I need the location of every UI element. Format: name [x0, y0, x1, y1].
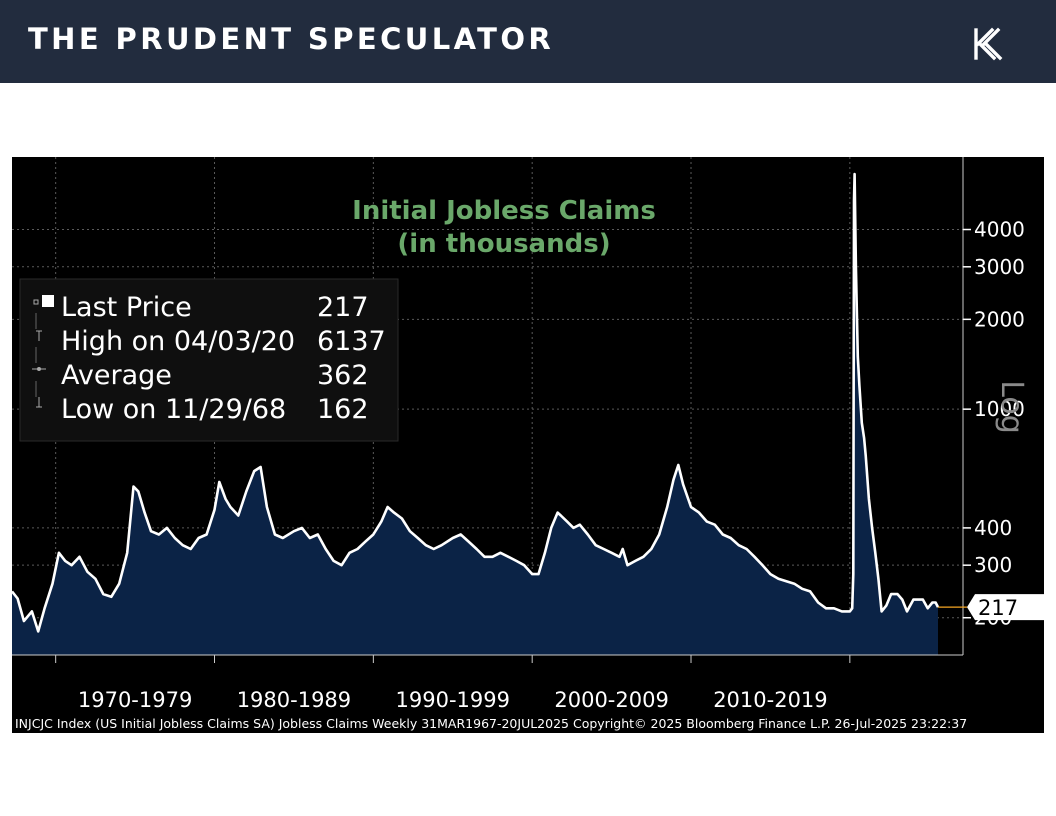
header-banner: THE PRUDENT SPECULATOR: [0, 0, 1056, 83]
legend-value-3: 162: [317, 394, 369, 425]
last-value-box: [967, 594, 1044, 621]
x-period-label-4: 2010-2019: [713, 688, 827, 712]
legend-value-2: 362: [317, 360, 369, 391]
brand-title: THE PRUDENT SPECULATOR: [28, 22, 555, 56]
chart-subtitle: (in thousands): [397, 229, 610, 259]
y-tick-label-1: 300: [974, 553, 1012, 577]
legend-label-1: High on 04/03/20: [61, 326, 295, 357]
x-period-label-3: 2000-2009: [554, 688, 668, 712]
claims-line: [12, 172, 940, 633]
y-tick-label-4: 2000: [974, 307, 1025, 331]
y-tick-label-5: 3000: [974, 255, 1025, 279]
prudent-speculator-logo-icon: [974, 27, 1003, 61]
source-footer: INJCJC Index (US Initial Jobless Claims …: [15, 716, 967, 731]
x-period-label-0: 1970-1979: [78, 688, 192, 712]
legend-row-1: High on 04/03/20 6137: [35, 326, 386, 363]
y-tick-label-2: 400: [974, 516, 1012, 540]
y-tick-label-6: 4000: [974, 218, 1025, 242]
last-value-marker: 217: [938, 594, 1044, 621]
high-marker-icon: [36, 330, 42, 341]
x-axis-periods: 1970-1979 1980-1989 1990-1999 2000-2009 2010…: [78, 688, 828, 712]
y-axis-ticks: 2003004001000200030004000: [963, 218, 1025, 630]
legend-label-2: Average: [61, 360, 172, 391]
legend-label-0: Last Price: [61, 292, 192, 323]
y-tick-label-3: 1000: [974, 397, 1025, 421]
log-scale-label: Log: [994, 380, 1029, 434]
jobless-claims-chart: 2003004001000200030004000 1970-19791980-…: [12, 157, 1044, 731]
average-marker-icon: [32, 367, 46, 371]
legend-label-3: Low on 11/29/68: [61, 394, 286, 425]
legend-value-0: 217: [317, 292, 369, 323]
legend-row-0: Last Price 217: [33, 292, 369, 329]
legend-row-2: Average 362: [32, 360, 369, 397]
legend-value-1: 6137: [317, 326, 386, 357]
chart-panel: 2003004001000200030004000 1970-19791980-…: [12, 157, 1044, 733]
last-value-label: 217: [978, 596, 1018, 620]
x-period-label-1: 1980-1989: [237, 688, 351, 712]
claims-area: [12, 174, 938, 655]
square-marker-icon: [33, 295, 54, 307]
low-marker-icon: [36, 397, 42, 408]
chart-title: Initial Jobless Claims: [352, 196, 656, 226]
x-period-label-2: 1990-1999: [396, 688, 510, 712]
legend-row-3: Low on 11/29/68 162: [36, 394, 369, 425]
